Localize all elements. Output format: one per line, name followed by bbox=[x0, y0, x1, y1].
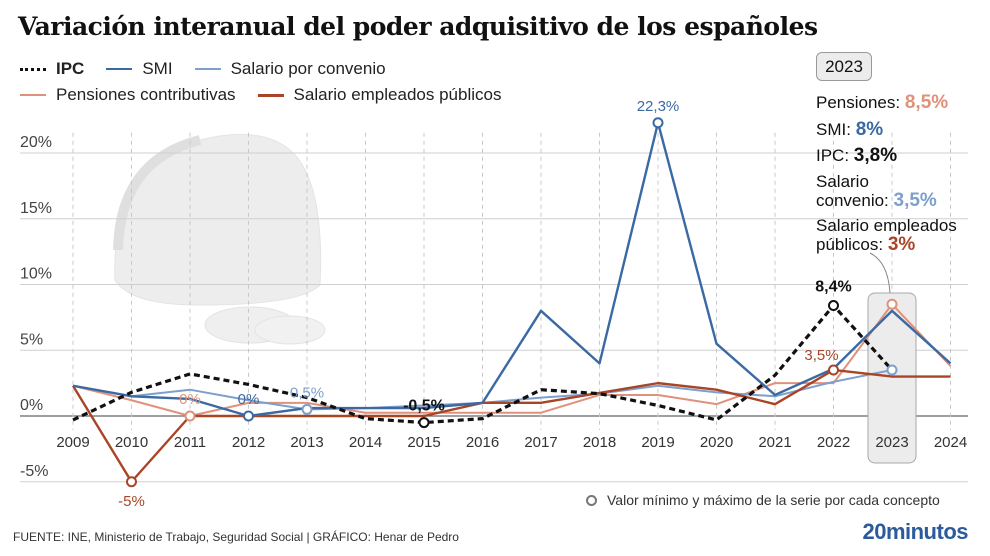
highlight-ipc-label: IPC: bbox=[816, 146, 850, 165]
legend-item-smi: SMI bbox=[106, 59, 173, 79]
legend-swatch-ipc bbox=[20, 67, 46, 71]
x-tick-label: 2012 bbox=[232, 434, 265, 451]
extreme-point-smi bbox=[243, 410, 254, 422]
y-tick-label: -5% bbox=[20, 463, 48, 480]
legend-label-ipc: IPC bbox=[56, 59, 85, 78]
highlight-smi: SMI: 8% bbox=[816, 120, 883, 139]
highlight-ipc: IPC: 3,8% bbox=[816, 146, 897, 165]
extreme-point-ipc bbox=[828, 300, 839, 312]
data-label-smi: 22,3% bbox=[637, 98, 680, 115]
highlight-empleados-value: 3% bbox=[887, 234, 916, 255]
circle-marker-icon bbox=[586, 494, 597, 506]
min-max-note-text: Valor mínimo y máximo de la serie por ca… bbox=[607, 492, 940, 508]
x-tick-label: 2016 bbox=[466, 434, 499, 451]
highlight-smi-value: 8% bbox=[855, 119, 884, 140]
highlight-pensiones: Pensiones: 8,5% bbox=[816, 93, 948, 112]
x-tick-label: 2024 bbox=[934, 434, 967, 451]
legend-item-ipc: IPC bbox=[20, 59, 84, 79]
extreme-point-convenio bbox=[886, 364, 898, 376]
legend-swatch-pensiones bbox=[20, 94, 46, 96]
x-tick-label: 2021 bbox=[758, 434, 791, 451]
data-label-ipc: -0,5% bbox=[403, 398, 445, 415]
legend-swatch-smi bbox=[106, 68, 133, 70]
x-tick-label: 2010 bbox=[115, 434, 148, 451]
highlight-empleados: Salario empleados públicos: 3% bbox=[816, 216, 957, 254]
y-tick-label: 0% bbox=[20, 397, 43, 414]
series-line-ipc bbox=[72, 303, 894, 425]
y-tick-label: 10% bbox=[20, 266, 52, 283]
highlight-empleados-label-1: Salario empleados bbox=[816, 216, 957, 235]
data-label-pensiones: 0% bbox=[179, 391, 201, 408]
legend-row-1: IPC SMI Salario por convenio bbox=[20, 59, 408, 79]
legend-swatch-convenio bbox=[194, 68, 221, 70]
x-tick-label: 2019 bbox=[641, 434, 674, 451]
x-tick-label: 2009 bbox=[56, 434, 89, 451]
y-tick-label: 5% bbox=[20, 331, 43, 348]
highlight-convenio: Salario convenio: 3,5% bbox=[816, 172, 937, 210]
highlight-year-badge: 2023 bbox=[816, 52, 872, 81]
highlight-convenio-label-2: convenio: bbox=[816, 191, 889, 210]
data-label-empleados: -5% bbox=[118, 493, 145, 510]
highlight-empleados-label-2: públicos: bbox=[816, 235, 884, 254]
min-max-note: Valor mínimo y máximo de la serie por ca… bbox=[586, 492, 940, 508]
x-tick-label: 2017 bbox=[524, 434, 557, 451]
extreme-point-empleados bbox=[126, 476, 137, 488]
extreme-point-smi bbox=[652, 117, 664, 129]
extreme-point-ipc bbox=[418, 417, 430, 429]
legend-label-convenio: Salario por convenio bbox=[230, 59, 386, 78]
highlight-smi-label: SMI: bbox=[816, 120, 851, 139]
y-tick-label: 20% bbox=[20, 134, 52, 151]
y-tick-label: 15% bbox=[20, 200, 52, 217]
data-label-convenio: 0,5% bbox=[290, 384, 324, 401]
highlight-pensiones-value: 8,5% bbox=[904, 92, 949, 113]
highlight-pensiones-label: Pensiones: bbox=[816, 93, 901, 112]
highlight-convenio-value: 3,5% bbox=[893, 190, 937, 211]
x-tick-label: 2013 bbox=[290, 434, 323, 451]
legend-item-empleados: Salario empleados públicos bbox=[257, 85, 502, 105]
footer-source: FUENTE: INE, Ministerio de Trabajo, Segu… bbox=[13, 530, 459, 544]
extreme-point-pensiones bbox=[184, 410, 196, 422]
legend-item-convenio: Salario por convenio bbox=[194, 59, 386, 79]
purse-illustration bbox=[113, 133, 326, 345]
brand-logo: 20minutos bbox=[862, 519, 968, 544]
legend-row-2: Pensiones contributivas Salario empleado… bbox=[20, 85, 523, 105]
series-line-smi bbox=[72, 121, 952, 418]
highlight-ipc-value: 3,8% bbox=[853, 145, 898, 166]
legend-label-empleados: Salario empleados públicos bbox=[293, 85, 502, 104]
x-tick-label: 2014 bbox=[349, 434, 382, 451]
x-tick-label: 2022 bbox=[817, 434, 850, 451]
callout-connector bbox=[869, 252, 891, 294]
x-tick-label: 2011 bbox=[174, 434, 206, 451]
x-tick-label: 2018 bbox=[583, 434, 616, 451]
extreme-point-empleados bbox=[828, 364, 839, 376]
legend-item-pensiones: Pensiones contributivas bbox=[20, 85, 236, 105]
x-tick-label: 2023 bbox=[875, 434, 908, 451]
legend-swatch-empleados bbox=[257, 93, 284, 97]
data-label-ipc: 8,4% bbox=[815, 279, 851, 296]
x-tick-label: 2020 bbox=[700, 434, 733, 451]
highlight-column-2023 bbox=[867, 292, 917, 464]
x-tick-label: 2015 bbox=[407, 434, 440, 451]
legend-label-smi: SMI bbox=[142, 59, 173, 78]
chart-title: Variación interanual del poder adquisiti… bbox=[18, 12, 818, 41]
legend-label-pensiones: Pensiones contributivas bbox=[56, 85, 236, 104]
data-label-smi: 0% bbox=[238, 391, 260, 408]
extreme-point-convenio bbox=[301, 403, 313, 415]
highlight-convenio-label-1: Salario bbox=[816, 172, 869, 191]
extreme-point-pensiones bbox=[886, 298, 898, 310]
series-line-empleados bbox=[71, 368, 951, 483]
data-label-empleados: 3,5% bbox=[804, 347, 838, 364]
